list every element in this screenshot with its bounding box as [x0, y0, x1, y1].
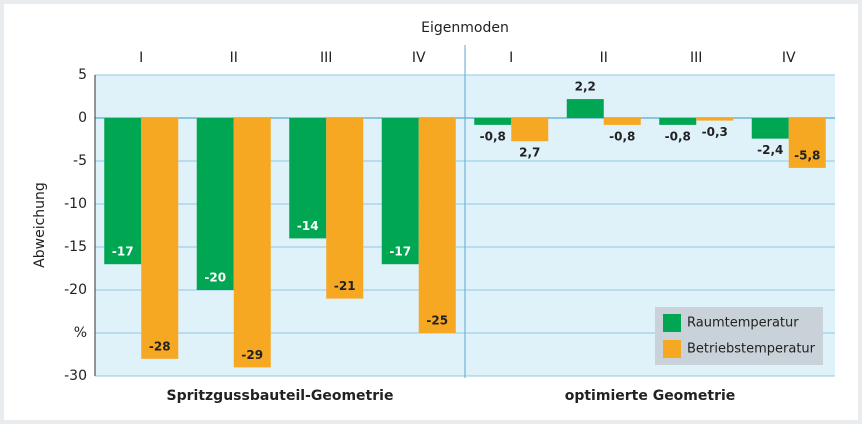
legend-label: Raumtemperatur	[687, 316, 799, 331]
value-label: -17	[112, 245, 134, 259]
y-tick-label: %	[74, 325, 87, 341]
x-tick-label: III	[320, 50, 332, 66]
y-tick-label: -30	[64, 368, 87, 384]
bar	[326, 118, 364, 299]
bar	[233, 118, 271, 368]
bar	[751, 118, 789, 139]
legend-swatch	[663, 314, 681, 332]
bar	[418, 118, 456, 333]
bar	[104, 118, 142, 265]
y-tick-label: -5	[73, 153, 87, 169]
y-tick-label: 5	[78, 67, 87, 83]
x-tick-label: IV	[782, 50, 796, 66]
bar	[603, 118, 641, 125]
x-tick-label: III	[690, 50, 702, 66]
value-label: -29	[241, 348, 263, 362]
bar	[788, 118, 826, 168]
x-tick-label: IV	[412, 50, 426, 66]
x-tick-label: I	[509, 50, 513, 66]
bar	[474, 118, 512, 125]
bar	[659, 118, 697, 125]
y-tick-label: -15	[64, 239, 87, 255]
group-label: Spritzgussbauteil-Geometrie	[167, 388, 394, 404]
value-label: -14	[297, 219, 319, 233]
y-tick-label: -10	[64, 196, 87, 212]
y-axis-label: Abweichung	[32, 182, 48, 268]
x-tick-label: II	[600, 50, 608, 66]
value-label: 2,2	[575, 80, 596, 94]
value-label: -0,8	[480, 129, 506, 143]
value-label: -2,4	[757, 143, 783, 157]
group-label: optimierte Geometrie	[565, 388, 736, 404]
legend-box	[655, 307, 823, 365]
bar	[196, 118, 234, 290]
bar	[696, 118, 734, 121]
value-label: -0,3	[702, 125, 728, 139]
value-label: -5,8	[794, 148, 820, 162]
value-label: 2,7	[519, 146, 540, 160]
y-tick-label: 0	[78, 110, 87, 126]
bar	[566, 99, 604, 118]
value-label: -21	[334, 279, 356, 293]
x-tick-label: I	[139, 50, 143, 66]
value-label: -17	[389, 245, 411, 259]
bar	[511, 118, 549, 142]
value-label: -0,8	[665, 129, 691, 143]
y-tick-label: -20	[64, 282, 87, 298]
bar	[289, 118, 327, 239]
value-label: -28	[149, 339, 171, 353]
value-label: -20	[204, 271, 226, 285]
x-tick-label: II	[230, 50, 238, 66]
value-label: -0,8	[609, 129, 635, 143]
axis-title: Eigenmoden	[421, 20, 509, 36]
bar	[381, 118, 419, 265]
value-label: -25	[426, 314, 448, 328]
bar	[141, 118, 179, 359]
legend-swatch	[663, 340, 681, 358]
legend-label: Betriebstemperatur	[687, 342, 816, 357]
